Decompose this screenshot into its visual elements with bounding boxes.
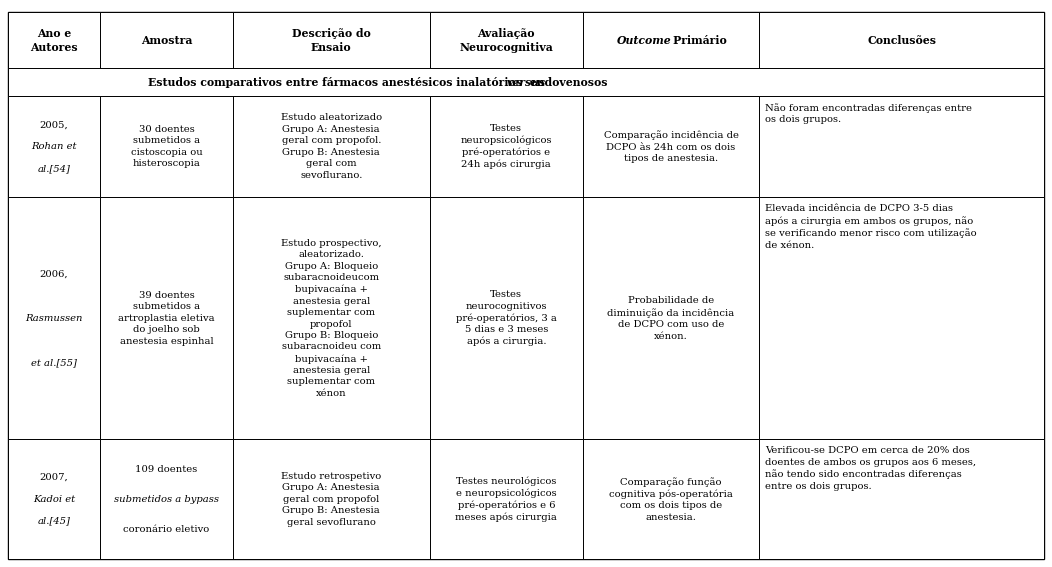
Text: Verificou-se DCPO em cerca de 20% dos
doentes de ambos os grupos aos 6 meses,
nã: Verificou-se DCPO em cerca de 20% dos do… — [765, 446, 976, 491]
Bar — [429, 197, 583, 439]
Text: Estudo prospectivo,
aleatorizado.
Grupo A: Bloqueio
subaracnoideucom
bupivacaína: Estudo prospectivo, aleatorizado. Grupo … — [281, 239, 382, 398]
Text: Testes neurológicos
e neuropsicológicos
pré-operatórios e 6
meses após cirurgia: Testes neurológicos e neuropsicológicos … — [456, 476, 558, 522]
Bar — [8, 12, 100, 69]
Bar — [583, 197, 760, 439]
Text: 39 doentes
submetidos a
artroplastia eletiva
do joelho sob
anestesia espinhal: 39 doentes submetidos a artroplastia ele… — [118, 291, 215, 346]
Bar — [583, 12, 760, 69]
Text: endovenosos: endovenosos — [526, 77, 607, 88]
Bar — [760, 439, 1044, 559]
Text: versus: versus — [506, 77, 546, 88]
Text: Avaliação
Neurocognitiva: Avaliação Neurocognitiva — [460, 28, 553, 53]
Bar — [232, 12, 429, 69]
Bar — [232, 96, 429, 197]
Text: Primário: Primário — [671, 35, 727, 46]
Bar — [583, 439, 760, 559]
Text: Rohan et: Rohan et — [32, 142, 77, 151]
Bar — [760, 197, 1044, 439]
Bar — [100, 12, 232, 69]
Bar — [760, 96, 1044, 197]
Text: Kadoi et: Kadoi et — [33, 495, 75, 503]
Text: al.[45]: al.[45] — [38, 517, 70, 526]
Bar — [760, 12, 1044, 69]
Text: 2007,: 2007, — [40, 473, 68, 482]
Text: Amostra: Amostra — [141, 35, 193, 46]
Bar — [8, 69, 1044, 96]
Bar — [8, 96, 100, 197]
Text: al.[54]: al.[54] — [38, 164, 70, 173]
Text: Comparação função
cognitiva pós-operatória
com os dois tipos de
anestesia.: Comparação função cognitiva pós-operatór… — [609, 477, 733, 522]
Text: et al.[55]: et al.[55] — [32, 358, 77, 367]
Text: Conclusões: Conclusões — [867, 35, 936, 46]
Text: 109 doentes: 109 doentes — [136, 465, 198, 474]
Text: Testes
neuropsicológicos
pré-operatórios e
24h após cirurgia: Testes neuropsicológicos pré-operatórios… — [461, 124, 552, 170]
Text: Estudo retrospetivo
Grupo A: Anestesia
geral com propofol
Grupo B: Anestesia
ger: Estudo retrospetivo Grupo A: Anestesia g… — [281, 472, 382, 527]
Bar — [429, 12, 583, 69]
Bar — [429, 439, 583, 559]
Bar — [583, 96, 760, 197]
Text: Ano e
Autores: Ano e Autores — [31, 28, 78, 53]
Bar — [100, 197, 232, 439]
Text: submetidos a bypass: submetidos a bypass — [114, 495, 219, 503]
Text: 2006,: 2006, — [40, 269, 68, 278]
Bar — [100, 439, 232, 559]
Text: Estudo aleatorizado
Grupo A: Anestesia
geral com propofol.
Grupo B: Anestesia
ge: Estudo aleatorizado Grupo A: Anestesia g… — [281, 113, 382, 180]
Bar — [429, 96, 583, 197]
Text: Elevada incidência de DCPO 3-5 dias
após a cirurgia em ambos os grupos, não
se v: Elevada incidência de DCPO 3-5 dias após… — [765, 204, 976, 249]
Text: Estudos comparativos entre fármacos anestésicos inalatórios: Estudos comparativos entre fármacos anes… — [148, 77, 526, 88]
Text: Descrição do
Ensaio: Descrição do Ensaio — [291, 28, 370, 53]
Bar — [100, 96, 232, 197]
Text: 2005,: 2005, — [40, 120, 68, 129]
Text: 30 doentes
submetidos a
cistoscopia ou
histeroscopia: 30 doentes submetidos a cistoscopia ou h… — [130, 125, 202, 168]
Text: Não foram encontradas diferenças entre
os dois grupos.: Não foram encontradas diferenças entre o… — [765, 103, 972, 124]
Text: Outcome: Outcome — [616, 35, 671, 46]
Text: Testes
neurocognitivos
pré-operatórios, 3 a
5 dias e 3 meses
após a cirurgia.: Testes neurocognitivos pré-operatórios, … — [456, 290, 557, 346]
Bar — [8, 197, 100, 439]
Text: Rasmussen: Rasmussen — [25, 314, 83, 323]
Text: Comparação incidência de
DCPO às 24h com os dois
tipos de anestesia.: Comparação incidência de DCPO às 24h com… — [604, 130, 739, 163]
Text: coronário eletivo: coronário eletivo — [123, 524, 209, 534]
Bar — [232, 197, 429, 439]
Bar — [8, 439, 100, 559]
Text: Probabilidade de
diminuição da incidência
de DCPO com uso de
xénon.: Probabilidade de diminuição da incidênci… — [607, 296, 734, 341]
Bar — [232, 439, 429, 559]
